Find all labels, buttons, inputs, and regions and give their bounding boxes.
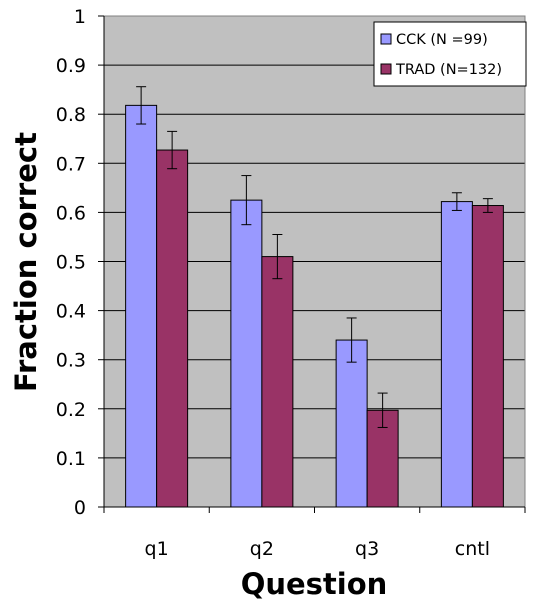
bars [125,104,504,508]
bar-cck-q1 [125,104,158,508]
bar-trad-cntl [471,205,504,508]
y-axis-title: Fraction correct [9,132,43,392]
bar-cck-q2 [230,199,263,508]
bar-trad-q2 [261,256,294,508]
y-tick-label: 0.1 [56,448,86,470]
x-tick-labels: q1 q2 q3 cntl [145,538,490,560]
y-tick-label: 0.3 [56,350,86,372]
y-tick-label: 0.8 [56,104,86,126]
y-tick-labels: 0 0.1 0.2 0.3 0.4 0.5 0.6 0.7 0.8 0.9 1 [56,6,86,519]
x-tick-label: cntl [455,538,490,560]
y-tick-label: 0.7 [56,153,86,175]
bar-trad-q1 [156,149,189,508]
x-tick-label: q3 [355,538,379,560]
y-tick-label: 0 [74,497,86,519]
y-tick-label: 0.9 [56,55,86,77]
bar-cck-cntl [440,201,473,508]
legend-label: TRAD (N=132) [395,62,502,78]
legend-label: CCK (N =99) [396,32,488,48]
legend-swatch [380,63,392,75]
legend: CCK (N =99) TRAD (N=132) [373,21,527,87]
y-tick-label: 0.5 [56,252,86,274]
legend-box [373,21,527,87]
x-tick-label: q1 [145,538,169,560]
y-tick-label: 1 [74,6,86,28]
legend-swatch [380,33,392,45]
bar-cck-q3 [335,339,368,508]
axes [98,15,526,513]
y-tick-label: 0.6 [56,202,86,224]
x-tick-label: q2 [250,538,274,560]
x-axis-title: Question [241,567,388,601]
y-tick-label: 0.4 [56,301,86,323]
error-bars [136,86,493,428]
y-tick-label: 0.2 [56,399,86,421]
